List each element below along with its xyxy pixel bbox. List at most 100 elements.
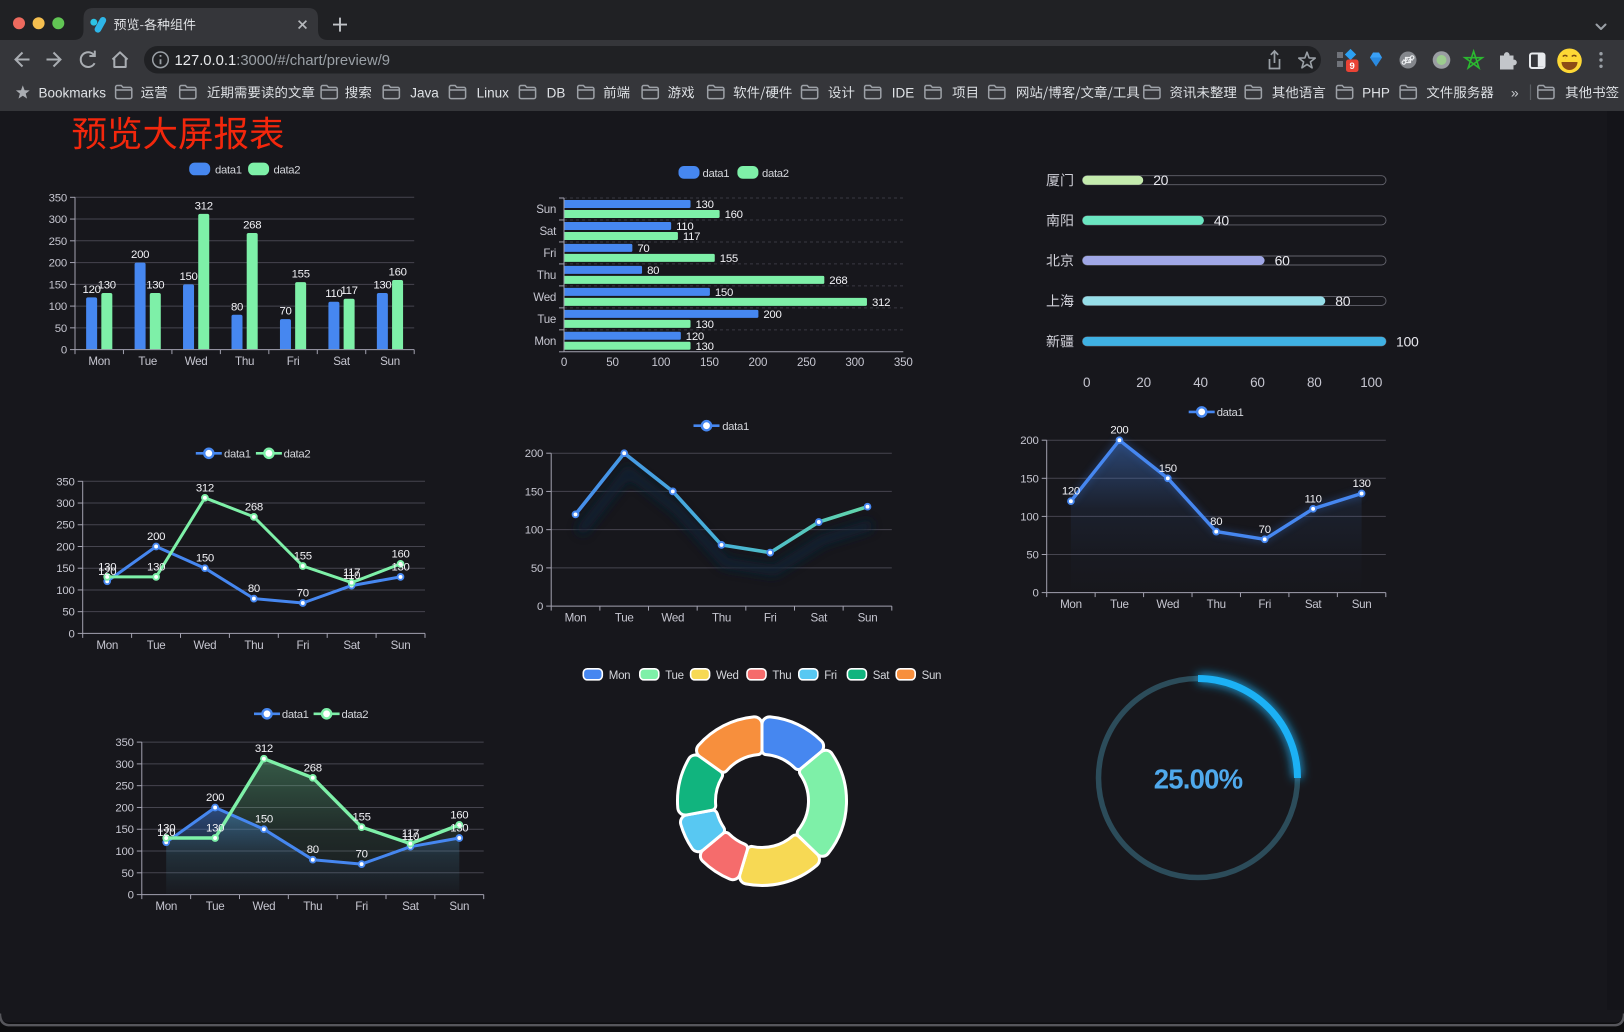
svg-text:50: 50 [606,356,619,369]
svg-text:Thu: Thu [235,355,254,368]
svg-text:350: 350 [49,192,67,204]
svg-text:0: 0 [561,356,567,369]
svg-text:200: 200 [147,531,165,543]
svg-text:Fri: Fri [287,355,300,368]
svg-text:Sun: Sun [922,670,942,682]
svg-text:250: 250 [56,520,74,532]
svg-text:150: 150 [255,814,273,826]
svg-text:120: 120 [686,331,704,343]
svg-text:117: 117 [683,231,700,243]
svg-text:data2: data2 [274,165,301,177]
svg-text:130: 130 [206,823,224,835]
svg-text:100: 100 [525,525,543,537]
svg-text:60: 60 [1275,253,1290,269]
svg-text:70: 70 [279,306,291,318]
svg-text:117: 117 [340,285,357,297]
svg-text:Sat: Sat [811,612,829,625]
svg-text:250: 250 [115,781,133,793]
svg-text:50: 50 [1026,550,1038,562]
svg-text:Wed: Wed [533,291,556,304]
svg-text:Wed: Wed [194,639,217,652]
svg-text:Thu: Thu [1207,598,1226,611]
svg-text:110: 110 [402,831,419,843]
svg-text:130: 130 [391,561,409,573]
svg-text:70: 70 [297,588,309,600]
svg-text:200: 200 [206,792,224,804]
svg-text:160: 160 [389,267,407,279]
svg-text:Wed: Wed [716,670,739,682]
svg-text:0: 0 [1033,588,1039,600]
svg-text:120: 120 [98,566,116,578]
svg-text:Mon: Mon [609,670,630,682]
svg-text:Tue: Tue [206,900,225,913]
svg-text:200: 200 [49,258,67,270]
svg-text:0: 0 [69,628,75,640]
svg-text:120: 120 [83,284,101,296]
svg-text:80: 80 [647,265,659,277]
svg-text:200: 200 [1020,435,1038,447]
svg-text:80: 80 [248,583,260,595]
svg-text:100: 100 [115,846,133,858]
svg-text:200: 200 [525,448,543,460]
svg-text:130: 130 [98,280,116,292]
svg-text:268: 268 [245,501,263,513]
svg-text:Tue: Tue [665,670,684,682]
svg-text:Thu: Thu [303,900,322,913]
svg-text:Tue: Tue [537,313,556,326]
svg-text:200: 200 [763,309,781,321]
svg-text:50: 50 [62,607,74,619]
svg-text:Thu: Thu [244,639,263,652]
svg-text:Sun: Sun [536,203,556,216]
svg-text:70: 70 [1259,524,1271,536]
svg-text:Sat: Sat [402,900,420,913]
svg-text:200: 200 [56,542,74,554]
svg-text:Tue: Tue [1110,598,1129,611]
svg-text:25.00%: 25.00% [1154,764,1243,795]
svg-text:Sat: Sat [1305,598,1323,611]
svg-text:Mon: Mon [155,900,177,913]
svg-text:Sun: Sun [449,900,469,913]
svg-text:Fri: Fri [1258,598,1271,611]
svg-text:0: 0 [537,601,543,613]
svg-text:300: 300 [49,214,67,226]
svg-text:80: 80 [231,301,243,313]
svg-text:268: 268 [243,220,261,232]
svg-text:Thu: Thu [537,269,556,282]
svg-text:Fri: Fri [296,639,309,652]
svg-text:50: 50 [531,563,543,575]
svg-text:130: 130 [696,199,714,211]
svg-text:Mon: Mon [534,335,556,348]
svg-text:Sat: Sat [333,355,351,368]
svg-text:350: 350 [894,356,913,369]
svg-text:100: 100 [1020,511,1038,523]
svg-text:150: 150 [179,271,197,283]
svg-text:data1: data1 [282,709,309,721]
svg-text:80: 80 [1307,375,1322,390]
svg-text:155: 155 [720,253,738,265]
svg-text:data2: data2 [284,449,311,461]
svg-text:110: 110 [325,288,342,300]
svg-text:150: 150 [115,824,133,836]
svg-text:Mon: Mon [88,355,110,368]
svg-text:Sat: Sat [539,225,557,238]
svg-text:150: 150 [700,356,719,369]
svg-text:130: 130 [696,341,714,353]
svg-text:150: 150 [525,486,543,498]
svg-text:130: 130 [146,280,164,292]
svg-text:0: 0 [128,890,134,902]
svg-text:Mon: Mon [96,639,118,652]
svg-text:data1: data1 [215,165,242,177]
svg-text:150: 150 [56,563,74,575]
svg-text:Thu: Thu [772,670,791,682]
svg-text:Sun: Sun [1352,598,1372,611]
svg-text:Thu: Thu [712,612,731,625]
svg-text:300: 300 [56,498,74,510]
svg-text:60: 60 [1250,375,1265,390]
svg-text:Wed: Wed [1156,598,1179,611]
svg-text:150: 150 [715,287,733,299]
svg-text:150: 150 [1020,473,1038,485]
svg-text:160: 160 [450,809,468,821]
svg-text:Bookmarks: Bookmarks [39,85,107,100]
svg-text:100: 100 [652,356,671,369]
svg-text:130: 130 [696,319,714,331]
